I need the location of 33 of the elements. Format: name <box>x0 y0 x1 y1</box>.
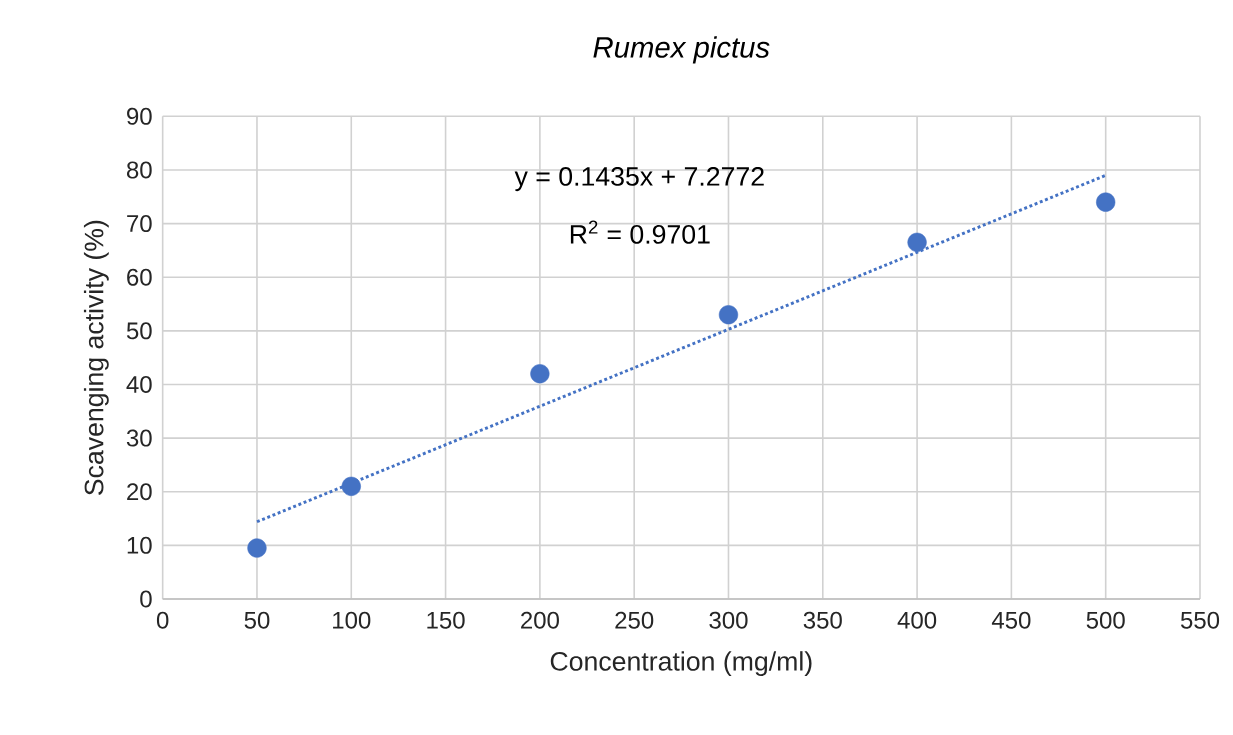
x-tick-label: 250 <box>615 611 654 629</box>
point <box>1096 192 1116 212</box>
x-tick-label: 0 <box>156 611 169 629</box>
x-tick-label: 500 <box>1086 611 1125 629</box>
y-tick-label: 60 <box>127 268 152 286</box>
point <box>247 538 267 558</box>
annotation: y = 0.1435x + 7.2772 <box>514 167 764 192</box>
point <box>341 476 361 496</box>
x-tick-label: 100 <box>333 611 371 629</box>
point <box>718 305 739 325</box>
x-tick-label: 550 <box>1180 611 1220 629</box>
x-tick-label: 350 <box>803 611 842 629</box>
x-tick-label: 150 <box>427 611 465 629</box>
y-axis-title: Scavenging activity (%) <box>83 220 109 496</box>
point <box>530 364 550 384</box>
y-tick-label: 80 <box>126 161 152 179</box>
y-tick-label: 40 <box>126 375 152 393</box>
y-tick-label: 20 <box>127 483 152 501</box>
annotation: R$^{2}$ = 0.9701 <box>570 220 710 244</box>
x-tick-label: 450 <box>991 611 1031 629</box>
y-tick-label: 0 <box>140 590 152 608</box>
x-tick-label: 400 <box>897 611 937 629</box>
point <box>907 232 927 252</box>
x-tick-label: 300 <box>709 611 748 629</box>
y-tick-label: 70 <box>127 215 152 233</box>
x-tick-label: 200 <box>521 611 559 629</box>
y-tick-label: 30 <box>126 429 152 447</box>
y-tick-label: 10 <box>127 536 152 554</box>
y-tick-label: 90 <box>127 107 152 125</box>
y-tick-label: 50 <box>126 322 152 340</box>
chart-title: Rumex pictus <box>593 36 770 64</box>
x-tick-label: 50 <box>244 611 270 629</box>
x-axis-title: Concentration (mg/ml) <box>550 651 812 677</box>
